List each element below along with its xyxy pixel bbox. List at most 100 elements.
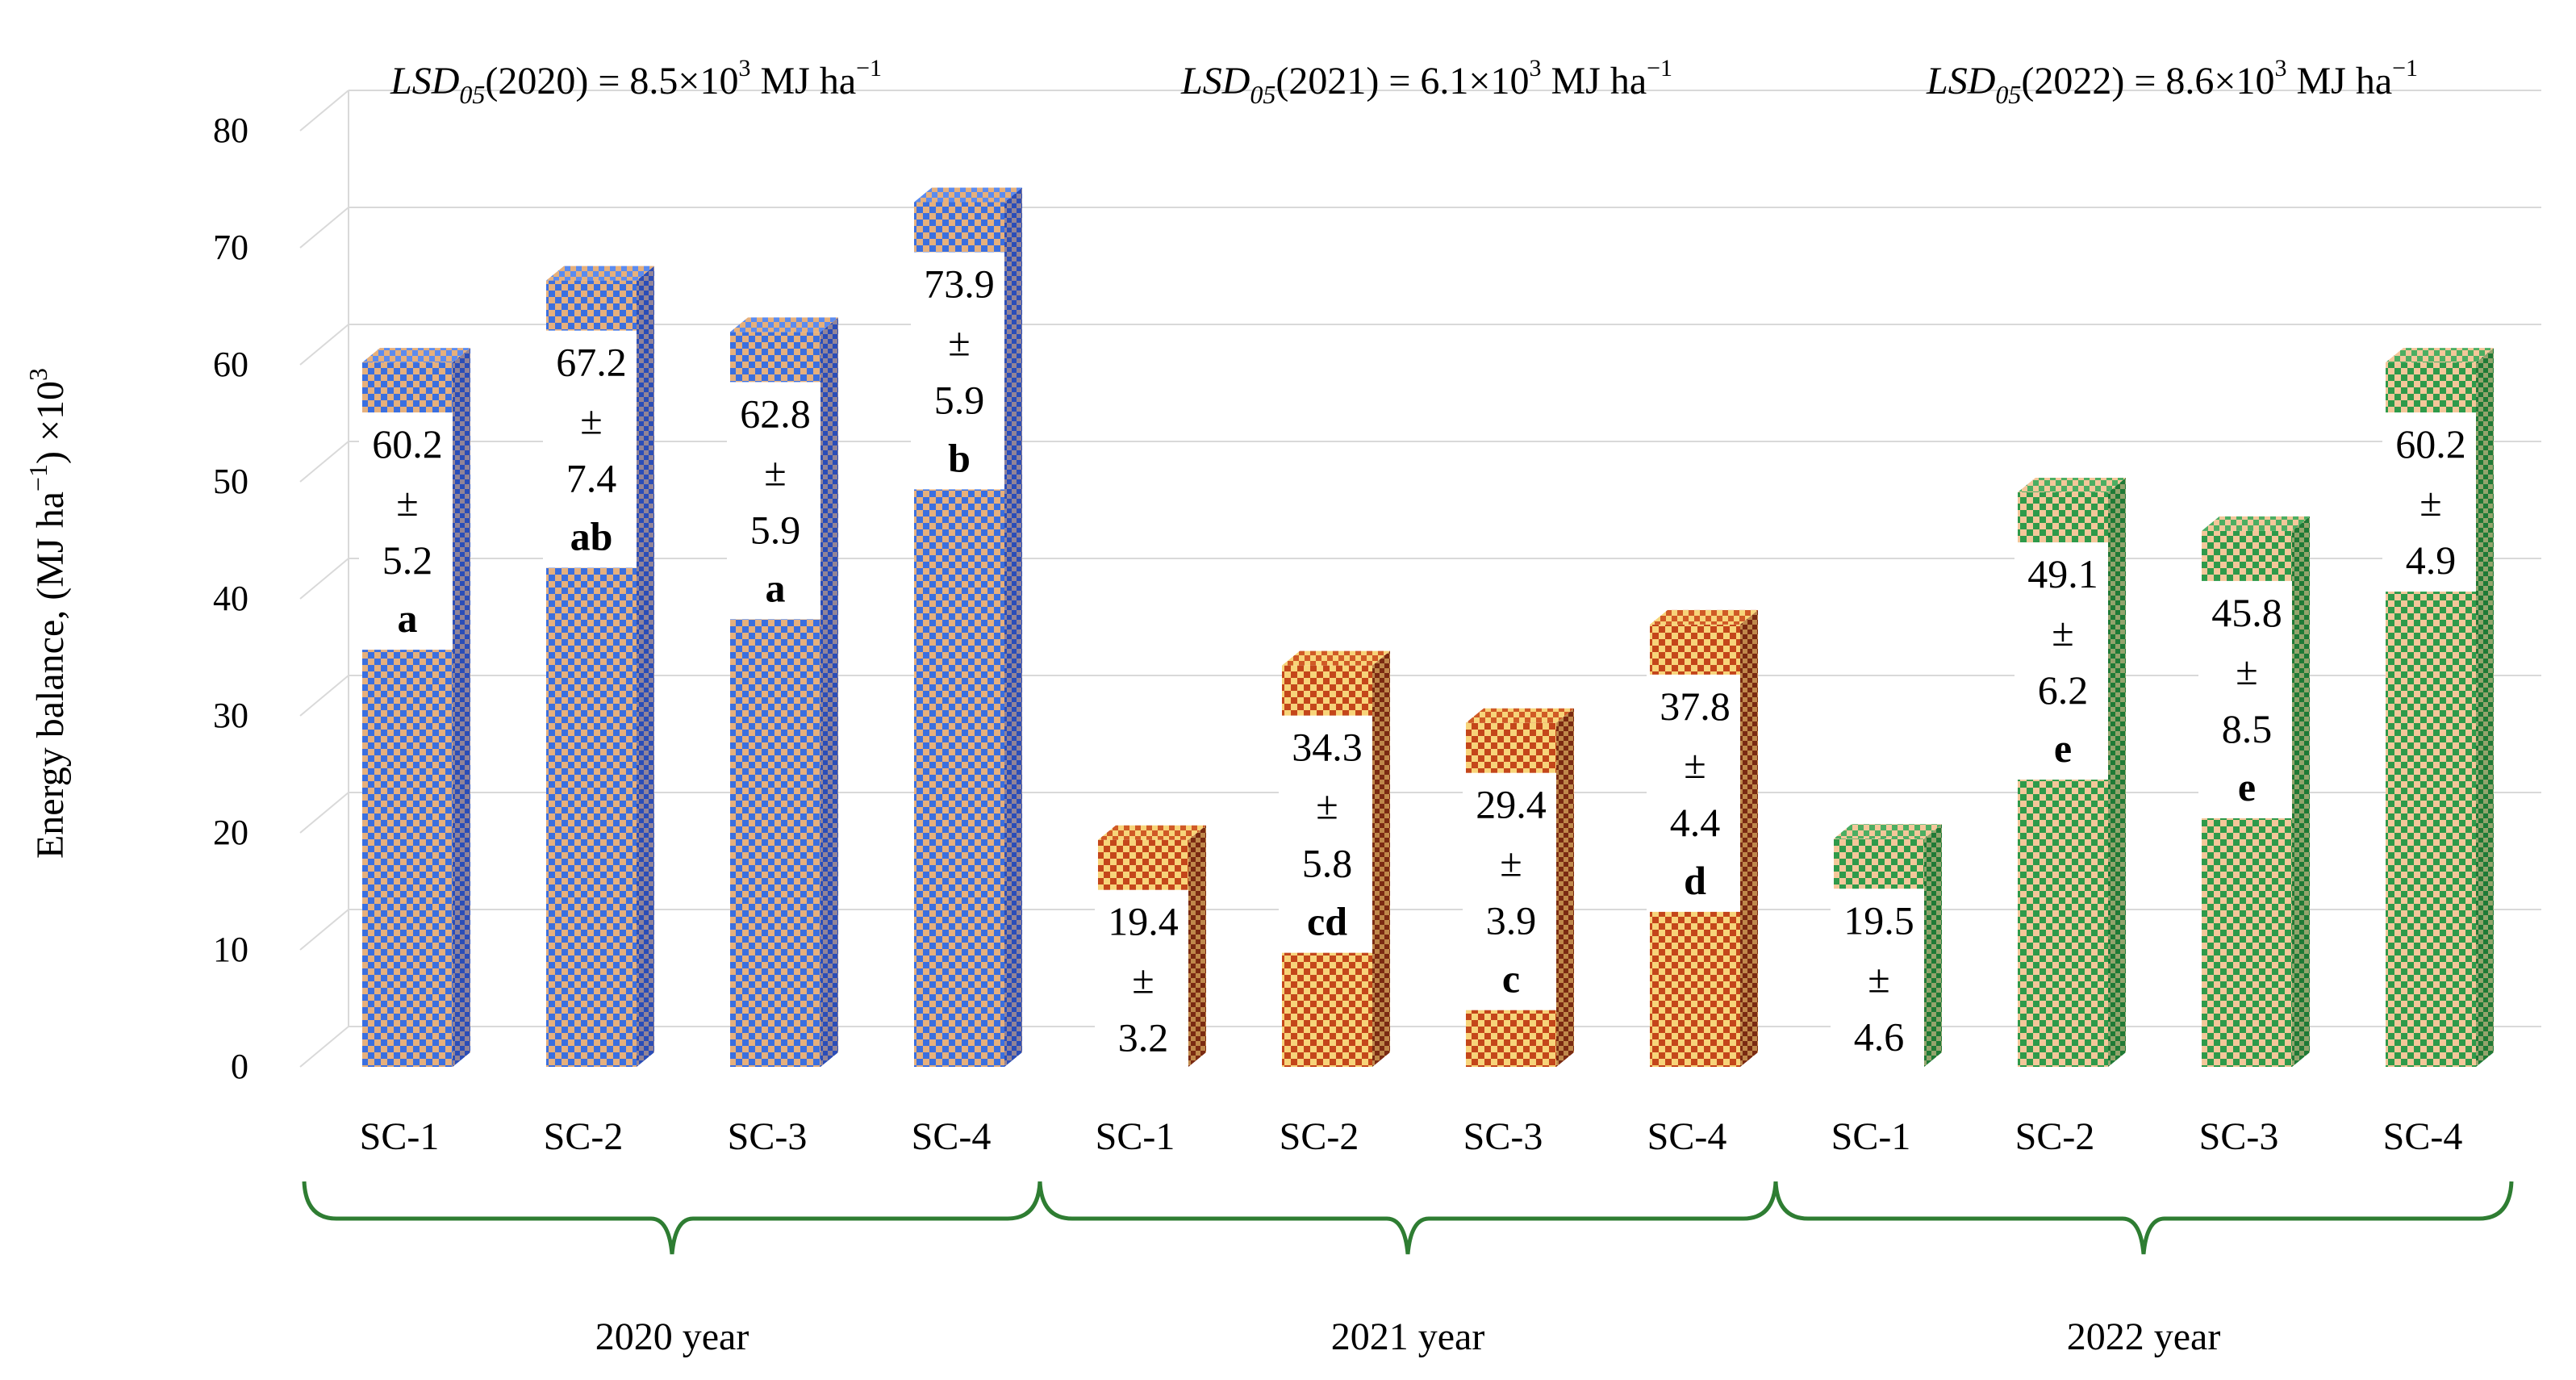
lsd-annotation: LSD05(2020) = 8.5×103 MJ ha−1 — [390, 55, 882, 109]
gridline — [299, 324, 2541, 366]
sd-label: 5.9 — [934, 377, 985, 422]
plus-minus-label: ± — [2052, 609, 2073, 654]
significance-letter: ab — [570, 514, 613, 559]
plus-minus-label: ± — [396, 479, 418, 525]
significance-letter: e — [2238, 764, 2256, 809]
label-box — [1463, 772, 1556, 1010]
label-box — [359, 412, 453, 650]
plus-minus-label: ± — [764, 449, 786, 494]
label-box — [2014, 542, 2108, 780]
significance-letter: cd — [1307, 899, 1347, 944]
gridline — [299, 207, 2541, 249]
y-tick-label: 10 — [213, 930, 248, 969]
sd-label: 7.4 — [566, 456, 617, 501]
value-label: 29.4 — [1476, 782, 1547, 827]
bar-side — [2292, 516, 2310, 1067]
bar-top — [1834, 824, 1942, 839]
value-label: 19.5 — [1843, 897, 1914, 943]
y-tick-label: 20 — [213, 813, 248, 852]
bar-side — [2108, 478, 2126, 1067]
bar-labels: 60.2 ±5.2 a 67.2 ±7.4 ab 62.8 ±5.9 a 73.9 ±5.9 b 19.… — [359, 252, 2476, 1069]
plus-minus-label: ± — [580, 398, 602, 443]
sd-label: 4.4 — [1670, 800, 1721, 845]
value-label: 34.3 — [1292, 725, 1363, 770]
value-label: 62.8 — [740, 391, 811, 436]
bar-side — [1004, 187, 1022, 1068]
value-label: 73.9 — [924, 261, 995, 306]
bar-label-2020-sc-4: 73.9 ±5.9 b — [911, 252, 1004, 490]
category-labels: SC-1 SC-2 SC-3 SC-4 SC-1 SC-2 SC-3 SC-4 SC-1 SC-2… — [360, 1115, 2463, 1158]
y-tick-label: 60 — [213, 345, 248, 384]
year-braces: 2020 year 2021 year 2022 year — [302, 1181, 2514, 1358]
bar-label-2021-sc-2: 34.3 ±5.8 cd — [1279, 715, 1372, 953]
plus-minus-label: ± — [2236, 648, 2257, 693]
significance-letter: e — [2054, 726, 2072, 771]
bar-top — [914, 187, 1022, 203]
lsd-annotation: LSD05(2022) = 8.6×103 MJ ha−1 — [1926, 55, 2418, 109]
significance-letter: c — [1502, 956, 1520, 1002]
label-box — [1647, 674, 1740, 912]
gridline — [299, 441, 2541, 483]
bar-top — [362, 348, 470, 363]
bar-top — [1098, 825, 1206, 840]
bar-side — [820, 317, 838, 1067]
y-tick-label: 70 — [213, 228, 248, 267]
bar-label-2021-sc-3: 29.4 ±3.9 c — [1463, 772, 1556, 1010]
value-label: 60.2 — [2395, 421, 2466, 466]
sd-label: 4.9 — [2406, 537, 2457, 583]
lsd-annotations: LSD05(2020) = 8.5×103 MJ ha−1 LSD05(2021)… — [390, 55, 2418, 109]
category-label: SC-2 — [544, 1115, 624, 1158]
year-label: 2020 year — [595, 1315, 749, 1358]
bar-side — [2476, 348, 2494, 1068]
sd-label: 3.9 — [1486, 898, 1537, 943]
bar-side — [1372, 650, 1390, 1067]
bars — [362, 187, 2494, 1068]
bar-side — [1188, 825, 1206, 1067]
plus-minus-label: ± — [1132, 957, 1154, 1002]
category-label: SC-2 — [1280, 1115, 1359, 1158]
y-axis-title: Energy balance, (MJ ha−1) ×103 — [23, 368, 72, 859]
plus-minus-label: ± — [1316, 783, 1338, 828]
label-box — [1095, 889, 1188, 1069]
bar-top — [546, 266, 654, 281]
y-tick-label: 40 — [213, 579, 248, 618]
plus-minus-label: ± — [1684, 742, 1706, 787]
y-tick-label: 50 — [213, 462, 248, 501]
category-label: SC-4 — [1647, 1115, 1727, 1158]
plus-minus-label: ± — [948, 319, 970, 364]
bar-side — [1924, 824, 1942, 1067]
significance-letter: b — [948, 435, 971, 480]
y-tick-label: 80 — [213, 111, 248, 150]
gridline — [299, 792, 2541, 834]
bar-side — [637, 266, 654, 1068]
label-box — [727, 382, 820, 620]
value-label: 67.2 — [556, 340, 627, 385]
bar-top — [1282, 650, 1390, 666]
sd-label: 5.9 — [750, 507, 801, 552]
bar-top — [1466, 708, 1574, 723]
bar-label-2020-sc-2: 67.2 ±7.4 ab — [543, 330, 637, 568]
plus-minus-label: ± — [1500, 840, 1522, 885]
value-label: 45.8 — [2211, 590, 2282, 635]
plus-minus-label: ± — [1868, 956, 1889, 1001]
y-axis-ticks: 0 10 20 30 40 50 60 70 80 — [213, 111, 248, 1086]
gridline — [299, 909, 2541, 951]
bar-side — [1740, 609, 1758, 1067]
significance-letter: d — [1684, 858, 1706, 903]
sd-label: 6.2 — [2038, 667, 2089, 713]
label-box — [1831, 889, 1924, 1068]
bar-label-2021-sc-4: 37.8 ±4.4 d — [1647, 674, 1740, 912]
sd-label: 5.2 — [382, 537, 433, 583]
bar-label-2020-sc-3: 62.8 ±5.9 a — [727, 382, 820, 620]
bar-side — [1556, 708, 1574, 1067]
label-box — [543, 330, 637, 568]
value-label: 49.1 — [2027, 551, 2098, 596]
gridlines — [299, 90, 2541, 1068]
label-box — [1279, 715, 1372, 953]
y-tick-label: 30 — [213, 696, 248, 735]
category-label: SC-1 — [1831, 1115, 1911, 1158]
year-label: 2022 year — [2067, 1315, 2221, 1358]
category-label: SC-1 — [360, 1115, 440, 1158]
sd-label: 3.2 — [1118, 1015, 1169, 1060]
